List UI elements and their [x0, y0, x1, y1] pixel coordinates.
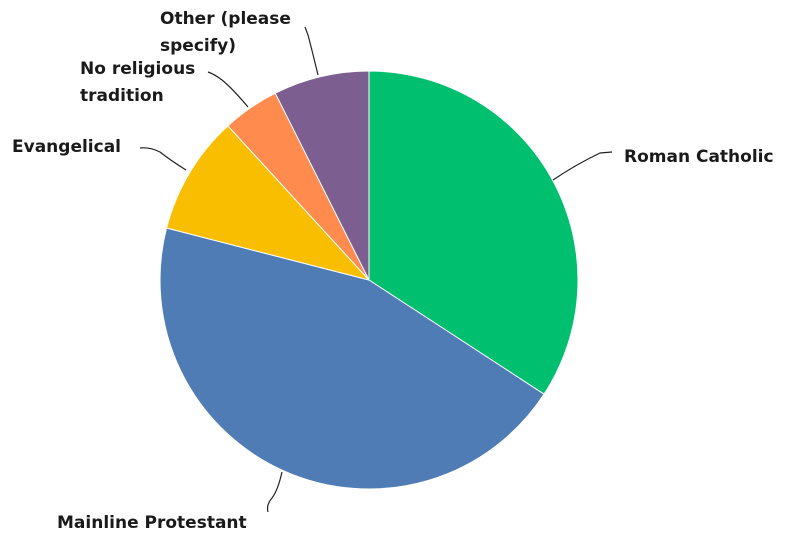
pie-slice: [368, 70, 579, 395]
pie-slice: [159, 227, 545, 490]
slice-label: Mainline Protestant: [57, 513, 247, 533]
leader-line: [139, 147, 187, 171]
pie-slice: [165, 125, 371, 281]
slice-label: Other (please specify): [160, 9, 291, 56]
slice-label: Roman Catholic: [624, 147, 774, 167]
leader-line: [552, 151, 613, 181]
leader-line: [304, 26, 319, 76]
leader-line: [207, 71, 249, 108]
pie-slice: [274, 70, 370, 281]
slice-label: Evangelical: [12, 137, 121, 157]
leader-line: [266, 471, 283, 513]
slice-label: No religious tradition: [80, 59, 196, 106]
